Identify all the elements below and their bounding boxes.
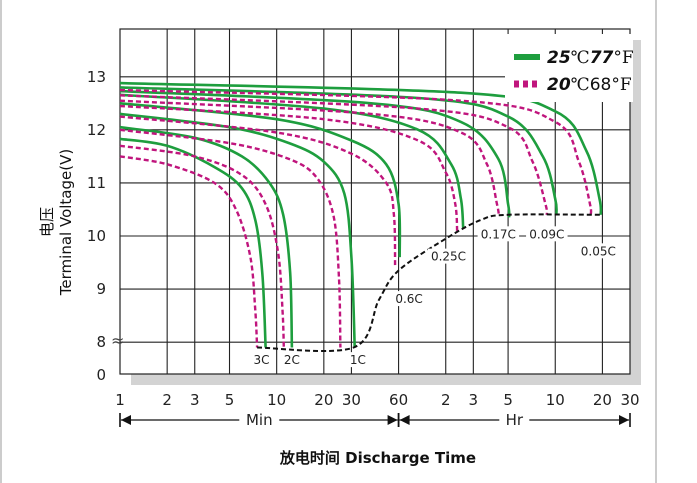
curve-0.6C-20c (119, 115, 397, 268)
y-axis-title-cn: 电压 (38, 207, 56, 237)
curve-label-bg (282, 352, 302, 368)
x-range-arrowhead (387, 415, 398, 425)
y-tick-label: 10 (87, 227, 106, 245)
curve-1C-25c (119, 112, 356, 348)
curve-label-bg (477, 226, 520, 242)
curve-label-0.6C: 0.6C (395, 292, 422, 306)
curve-0.05C-20c (119, 88, 593, 215)
x-axis-ticks: 1 2 3 5 10 20 30 60 2 3 5 10 20 30 (115, 391, 639, 409)
curve-1C-20c (119, 128, 342, 348)
legend-box (505, 34, 633, 102)
curve-label-0.17C: 0.17C (481, 227, 516, 241)
x-axis-title: 放电时间 Discharge Time (279, 449, 476, 467)
y-tick-label: 8 (96, 333, 106, 351)
curve-0.17C-25c (119, 89, 511, 218)
curve-0.17C-20c (119, 99, 501, 216)
x-tick-label: 20 (593, 391, 612, 409)
curve-2C-20c (119, 144, 285, 348)
y-tick-label: 0 (96, 366, 106, 384)
curve-0.25C-25c (119, 93, 465, 229)
curve-label-bg (577, 243, 620, 259)
x-tick-label: 30 (620, 391, 639, 409)
curve-label-bg (251, 352, 271, 368)
y-tick-label: 11 (87, 174, 106, 192)
y-axis-ticks: 13 12 11 10 9 8 0 (87, 68, 106, 384)
x-range-label-hr: Hr (506, 411, 524, 429)
x-tick-label: 3 (469, 391, 479, 409)
curve-label-3C: 3C (253, 353, 269, 367)
curve-label-bg (348, 352, 368, 368)
curve-0.05C-25c (119, 81, 603, 215)
y-axis-title: Terminal Voltage(V) (57, 149, 75, 296)
curve-label-0.25C: 0.25C (431, 250, 466, 264)
cutoff-voltage-line (257, 213, 601, 352)
x-tick-label: 2 (441, 391, 451, 409)
curve-label-2C: 2C (284, 353, 300, 367)
x-tick-label: 30 (342, 391, 361, 409)
x-tick-label: 10 (267, 391, 286, 409)
curve-label-0.09C: 0.09C (529, 227, 564, 241)
curve-label-1C: 1C (350, 353, 366, 367)
legend-item-20c: 20℃68°F (547, 75, 632, 95)
x-tick-label: 10 (546, 391, 565, 409)
legend: 25℃77°F 20℃68°F (505, 34, 634, 102)
y-tick-label: 13 (87, 68, 106, 86)
y-tick-label: 12 (87, 121, 106, 139)
x-tick-label: 60 (389, 391, 408, 409)
curve-3C-20c (119, 155, 259, 348)
curve-label-bg (427, 248, 470, 264)
x-range-label-min: Min (246, 411, 273, 429)
x-range-arrowhead (399, 415, 410, 425)
curve-label-bg (392, 291, 427, 307)
x-range-arrowhead (619, 415, 629, 425)
curve-label-0.05C: 0.05C (581, 244, 616, 258)
x-tick-label: 3 (190, 391, 200, 409)
legend-item-25c: 25℃77°F (547, 48, 634, 68)
x-tick-label: 5 (225, 391, 235, 409)
cutoff-line (257, 213, 601, 352)
curve-3C-25c (119, 137, 267, 348)
discharge-curves (119, 81, 603, 348)
x-tick-label: 1 (115, 391, 125, 409)
curve-label-bg (526, 226, 568, 242)
x-axis-ranges: Min Hr (119, 411, 631, 429)
x-tick-label: 2 (162, 391, 172, 409)
curve-0.25C-20c (119, 104, 459, 234)
y-break-symbol: ≈ (111, 331, 124, 350)
curve-labels: 3C 2C 1C 0.6C 0.25C 0.17C 0.09C 0.05C (251, 226, 620, 368)
x-tick-label: 5 (503, 391, 513, 409)
y-tick-label: 9 (96, 280, 106, 298)
curve-0.09C-25c (119, 86, 558, 215)
x-tick-label: 20 (314, 391, 333, 409)
x-range-arrowhead (121, 415, 131, 425)
